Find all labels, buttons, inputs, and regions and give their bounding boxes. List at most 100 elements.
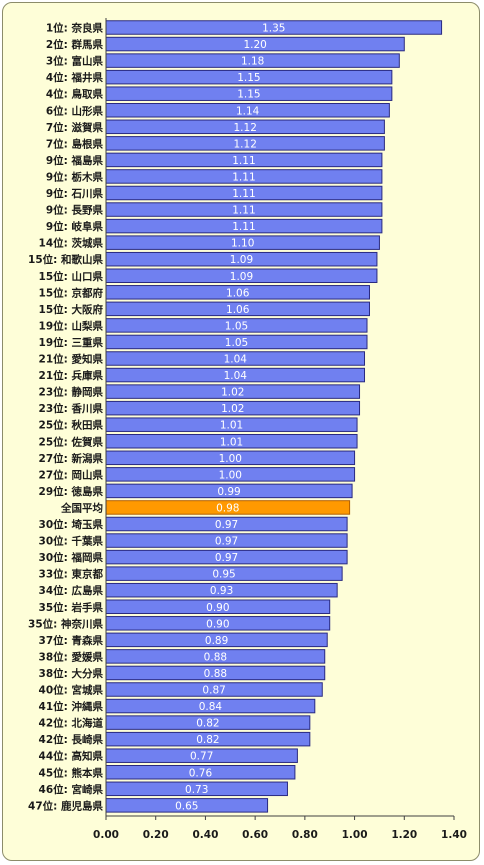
data-label: 0.82 [196,734,219,746]
data-label: 1.04 [224,370,248,382]
data-label: 1.00 [219,469,242,481]
category-label: 4位: 福井県 [46,71,104,84]
data-label: 1.06 [226,287,250,299]
data-label: 0.77 [190,751,213,763]
data-label: 1.20 [243,39,266,51]
x-tick-label: 0.40 [192,829,218,841]
category-label: 9位: 石川県 [46,187,104,200]
data-label: 0.95 [212,569,235,581]
data-label: 1.06 [226,304,250,316]
data-label: 0.82 [196,718,219,730]
data-label: 1.15 [237,72,260,84]
data-label: 0.87 [202,685,225,697]
category-label: 15位: 山口県 [39,270,104,283]
category-label: 9位: 栃木県 [46,170,104,183]
x-tick-label: 0.00 [93,829,119,841]
category-label: 42位: 長崎県 [39,733,104,746]
category-label: 全国平均 [60,501,103,514]
x-tick-label: 0.20 [143,829,169,841]
data-label: 1.15 [237,89,260,101]
category-label: 23位: 香川県 [39,402,104,415]
category-label: 9位: 福島県 [46,154,104,167]
data-label: 1.10 [231,238,254,250]
data-label: 1.05 [225,320,248,332]
x-tick-label: 0.60 [242,829,268,841]
category-label: 21位: 兵庫県 [39,369,104,382]
category-label: 25位: 佐賀県 [39,435,104,448]
data-label: 1.12 [234,122,257,134]
category-label: 47位: 鹿児島県 [28,799,103,812]
data-label: 1.01 [220,436,243,448]
category-label: 6位: 山形県 [46,104,104,117]
data-label: 0.84 [199,701,223,713]
x-tick-label: 1.40 [441,829,467,841]
category-label: 45位: 熊本県 [39,766,104,779]
data-label: 1.02 [221,387,244,399]
category-label: 25位: 秋田県 [39,419,104,432]
category-label: 27位: 岡山県 [39,468,104,481]
category-label: 19位: 山梨県 [39,319,104,332]
category-label: 29位: 徳島県 [39,485,104,498]
data-label: 0.97 [215,552,238,564]
data-label: 1.18 [241,56,264,68]
data-label: 1.11 [232,155,255,167]
data-label: 0.89 [205,635,228,647]
data-label: 0.65 [175,800,198,812]
category-label: 30位: 千葉県 [39,535,104,548]
category-label: 4位: 鳥取県 [46,88,104,101]
data-label: 0.97 [215,536,238,548]
category-label: 7位: 滋賀県 [46,121,104,134]
data-label: 1.00 [219,453,242,465]
data-label: 1.12 [234,138,257,150]
category-label: 37位: 青森県 [39,634,104,647]
data-label: 1.02 [221,403,244,415]
category-label: 14位: 茨城県 [39,237,104,250]
data-label: 0.99 [217,486,240,498]
data-label: 0.93 [210,585,233,597]
data-label: 1.11 [232,221,255,233]
category-label: 35位: 岩手県 [39,601,104,614]
category-label: 33位: 東京都 [39,568,104,581]
category-label: 21位: 愛知県 [39,353,104,366]
data-label: 0.90 [206,602,229,614]
data-label: 0.90 [206,618,229,630]
data-label: 1.09 [230,271,253,283]
category-label: 46位: 宮崎県 [39,783,104,796]
data-label: 1.05 [225,337,248,349]
category-label: 3位: 富山県 [46,55,104,68]
category-label: 35位: 神奈川県 [28,617,103,630]
data-label: 1.35 [262,23,285,35]
x-tick-label: 0.80 [292,829,318,841]
category-label: 38位: 大分県 [39,667,104,680]
category-label: 2位: 群馬県 [46,38,104,51]
data-label: 0.97 [215,519,238,531]
x-tick-label: 1.00 [342,829,368,841]
category-label: 7位: 島根県 [46,137,104,150]
data-label: 0.88 [204,668,227,680]
category-label: 30位: 埼玉県 [39,518,104,531]
category-label: 9位: 岐阜県 [46,220,104,233]
data-label: 1.01 [220,420,243,432]
category-label: 27位: 新潟県 [39,452,104,465]
category-label: 23位: 静岡県 [39,386,104,399]
x-tick-label: 1.20 [391,829,417,841]
category-label: 15位: 京都府 [39,286,104,299]
category-label: 9位: 長野県 [46,204,104,217]
data-label: 0.88 [204,651,227,663]
category-label: 15位: 大阪府 [39,303,104,316]
data-label: 0.73 [185,784,208,796]
data-label: 1.11 [232,205,255,217]
data-label: 0.98 [216,502,239,514]
category-label: 44位: 高知県 [39,750,104,763]
data-label: 1.09 [230,254,253,266]
category-label: 1位: 奈良県 [46,22,104,35]
data-label: 1.11 [232,171,255,183]
category-label: 40位: 宮城県 [39,684,104,697]
category-label: 30位: 福岡県 [39,551,104,564]
data-label: 0.76 [189,767,213,779]
data-label: 1.14 [236,105,260,117]
data-label: 1.04 [224,354,248,366]
data-label: 1.11 [232,188,255,200]
category-label: 42位: 北海道 [39,717,104,730]
